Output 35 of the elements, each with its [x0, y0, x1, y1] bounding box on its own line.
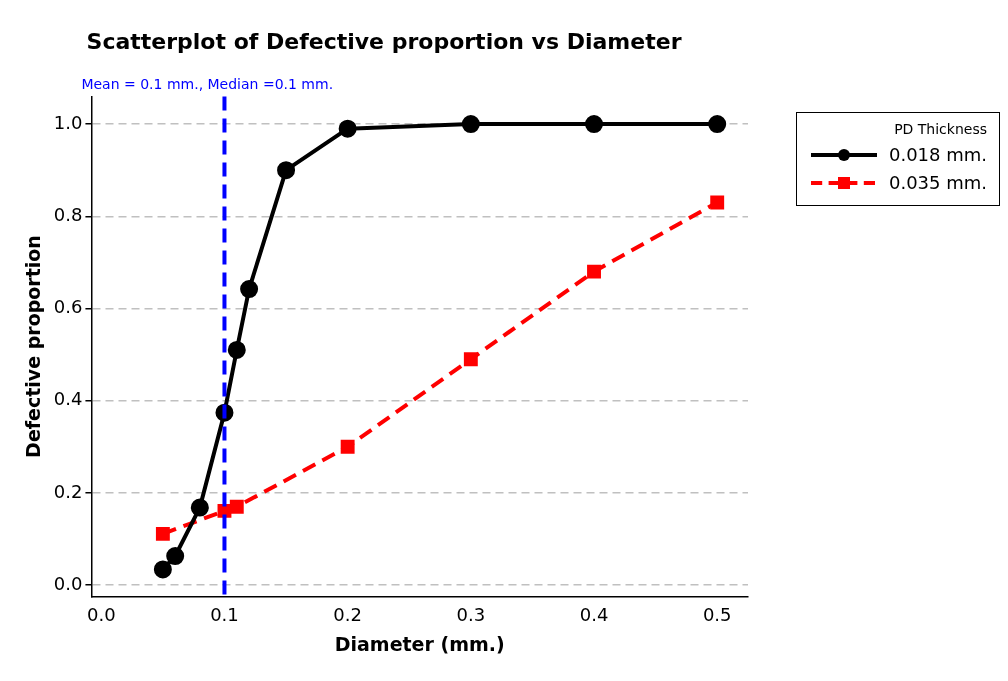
point: [166, 547, 185, 566]
y-tick-label: 0.8: [53, 203, 83, 225]
point: [708, 115, 727, 134]
point: [585, 115, 604, 134]
chart-title: Scatterplot of Defective proportion vs Diameter: [86, 28, 682, 54]
y-axis-title: Defective proportion: [22, 235, 45, 458]
y-tick-label: 0.0: [53, 572, 83, 594]
y-tick-label: 0.4: [53, 388, 83, 410]
x-tick-label: 0.4: [579, 604, 609, 626]
y-tick-label: 1.0: [53, 111, 83, 133]
legend-label: 0.018 mm.: [888, 143, 987, 167]
point: [190, 498, 209, 517]
x-tick-label: 0.0: [86, 604, 116, 626]
x-tick-label: 0.1: [210, 604, 239, 626]
point: [461, 115, 480, 134]
point: [155, 526, 170, 541]
point: [710, 195, 725, 210]
legend-label: 0.035 mm.: [888, 171, 987, 195]
point: [227, 340, 246, 359]
ref-line-label: Mean = 0.1 mm., Median =0.1 mm.: [81, 76, 334, 93]
x-tick-label: 0.2: [333, 604, 362, 626]
x-tick-label: 0.3: [456, 604, 486, 626]
point: [463, 352, 478, 367]
point: [153, 560, 172, 579]
x-axis-title: Diameter (mm.): [334, 632, 505, 655]
point: [338, 119, 357, 138]
point: [340, 439, 355, 454]
point: [240, 280, 259, 299]
legend-title: PD Thickness: [893, 121, 987, 137]
y-tick-label: 0.2: [53, 480, 83, 502]
x-tick-label: 0.5: [702, 604, 732, 626]
point: [229, 499, 244, 514]
y-tick-label: 0.6: [53, 296, 83, 318]
point: [587, 264, 601, 279]
point: [277, 161, 296, 180]
